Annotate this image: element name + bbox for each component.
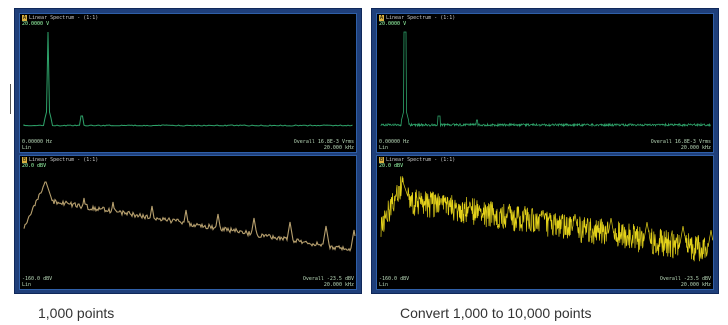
linear-spectrum-panel: A Linear Spectrum - (1:1) 20.0000 V 0.000… bbox=[19, 13, 357, 153]
analyzer-screen-10000-points: A Linear Spectrum - (1:1) 20.0000 V 0.000… bbox=[371, 8, 719, 294]
panel-footer-right: Overall -23.5 dBV 20.000 kHz bbox=[303, 276, 354, 288]
caption-right: Convert 1,000 to 10,000 points bbox=[400, 305, 591, 321]
panel-footer-left: -160.0 dBV Lin bbox=[22, 276, 52, 288]
panel-footer-right: Overall -23.5 dBV 20.000 kHz bbox=[660, 276, 711, 288]
spectrum-trace-yellow bbox=[377, 156, 714, 289]
caption-left: 1,000 points bbox=[38, 305, 114, 321]
analyzer-screen-1000-points: A Linear Spectrum - (1:1) 20.0000 V 0.000… bbox=[14, 8, 362, 294]
panel-footer-left: -160.0 dBV Lin bbox=[379, 276, 409, 288]
linear-spectrum-panel: A Linear Spectrum - (1:1) 20.0000 V 0.000… bbox=[376, 13, 714, 153]
panel-footer-right: Overall 16.8E-3 Vrms 20.000 kHz bbox=[651, 139, 711, 151]
spectrum-trace-green bbox=[377, 14, 714, 152]
panel-footer-left: 0.00000 Hz Lin bbox=[379, 139, 409, 151]
spectrum-trace-tan bbox=[20, 156, 357, 289]
log-spectrum-panel: B Linear Spectrum - (1:1) 20.0 dBV -160.0… bbox=[376, 155, 714, 290]
callout-bracket bbox=[0, 84, 11, 114]
log-spectrum-panel: B Linear Spectrum - (1:1) 20.0 dBV -160.0… bbox=[19, 155, 357, 290]
panel-footer-left: 0.00000 Hz Lin bbox=[22, 139, 52, 151]
spectrum-trace-green bbox=[20, 14, 357, 152]
panel-footer-right: Overall 16.8E-3 Vrms 20.000 kHz bbox=[294, 139, 354, 151]
